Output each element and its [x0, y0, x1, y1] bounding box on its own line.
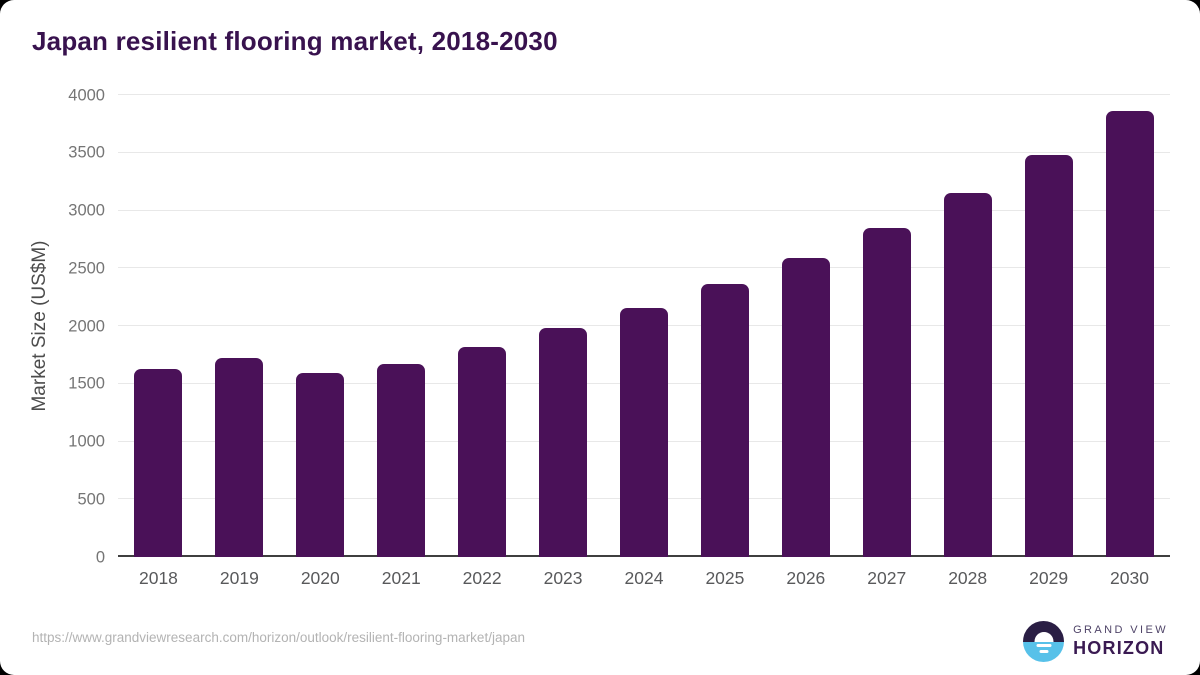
- bar-2030: [1105, 111, 1154, 557]
- y-tick-label-1000: 1000: [68, 432, 105, 451]
- x-tick-label-2025: 2025: [705, 568, 745, 588]
- bar-2027: [862, 227, 911, 557]
- bar-column-2019: [199, 95, 280, 557]
- gridline-4000: [118, 94, 1170, 95]
- bar-column-2018: [118, 95, 199, 557]
- logo-sun-shape: [1034, 632, 1054, 642]
- bar-column-2028: [927, 95, 1008, 557]
- x-tick-label-2030: 2030: [1110, 568, 1149, 588]
- logo-sky-half: [1023, 621, 1065, 642]
- bar-column-2021: [361, 95, 442, 557]
- bar-series: [118, 95, 1170, 557]
- x-tick-label-2021: 2021: [381, 568, 421, 588]
- bar-2026: [781, 257, 830, 557]
- sunrise-horizon-icon: [1023, 621, 1065, 662]
- y-tick-label-3500: 3500: [68, 143, 105, 162]
- bar-column-2023: [523, 95, 604, 557]
- bar-2022: [458, 347, 507, 557]
- x-tick-label-2027: 2027: [867, 568, 907, 588]
- x-axis-labels: 2018 2019 2020 2021 2022 2023 2024 2025 2026 2027…: [118, 568, 1170, 589]
- bar-column-2025: [684, 95, 765, 557]
- y-tick-label-4000: 4000: [68, 85, 105, 104]
- bar-column-2020: [280, 95, 361, 557]
- x-tick-label-2028: 2028: [948, 568, 988, 588]
- y-tick-label-2000: 2000: [68, 316, 105, 335]
- x-tick-label-2022: 2022: [462, 568, 502, 588]
- bar-column-2030: [1089, 95, 1170, 557]
- bar-column-2026: [765, 95, 846, 557]
- x-tick-label-2026: 2026: [786, 568, 826, 588]
- x-tick-label-2023: 2023: [543, 568, 583, 588]
- gridline-3500: [118, 151, 1170, 153]
- bar-column-2029: [1008, 95, 1089, 557]
- bar-2020: [296, 372, 345, 557]
- chart-title: Japan resilient flooring market, 2018-20…: [32, 26, 558, 56]
- bar-2018: [134, 368, 183, 557]
- source-url: https://www.grandviewresearch.com/horizo…: [32, 630, 525, 645]
- y-tick-label-3000: 3000: [68, 201, 105, 220]
- bar-2019: [215, 357, 264, 557]
- bar-2025: [700, 283, 749, 557]
- bar-column-2027: [846, 95, 927, 557]
- y-tick-label-2500: 2500: [68, 259, 105, 277]
- bar-column-2024: [604, 95, 685, 557]
- logo-grand-view-label: GRAND VIEW: [1073, 624, 1168, 636]
- logo-reflection-line-2: [1039, 650, 1049, 653]
- gridline-3000: [118, 209, 1170, 211]
- logo-wordmark: GRAND VIEW HORIZON: [1073, 624, 1168, 659]
- x-tick-label-2018: 2018: [138, 568, 178, 588]
- x-tick-label-2019: 2019: [219, 568, 259, 588]
- logo-horizon-label: HORIZON: [1073, 638, 1165, 658]
- bar-2028: [943, 192, 992, 557]
- logo-reflection-line-1: [1036, 644, 1052, 647]
- bar-2029: [1024, 155, 1073, 557]
- bar-2023: [539, 327, 588, 557]
- y-tick-label-1500: 1500: [68, 374, 105, 393]
- plot-area: 0 500 1000 1500 2000 2500 3000 3500 4000: [68, 87, 1170, 565]
- x-tick-label-2024: 2024: [624, 568, 664, 588]
- x-tick-label-2020: 2020: [300, 568, 340, 588]
- bar-2021: [377, 363, 426, 557]
- y-tick-label-0: 0: [95, 547, 105, 566]
- bar-2024: [619, 307, 668, 557]
- y-tick-label-500: 500: [77, 490, 105, 508]
- x-tick-label-2029: 2029: [1029, 568, 1069, 588]
- gridline-2500: [118, 267, 1170, 269]
- bar-column-2022: [442, 95, 523, 557]
- grand-view-horizon-logo: GRAND VIEW HORIZON: [1023, 621, 1168, 662]
